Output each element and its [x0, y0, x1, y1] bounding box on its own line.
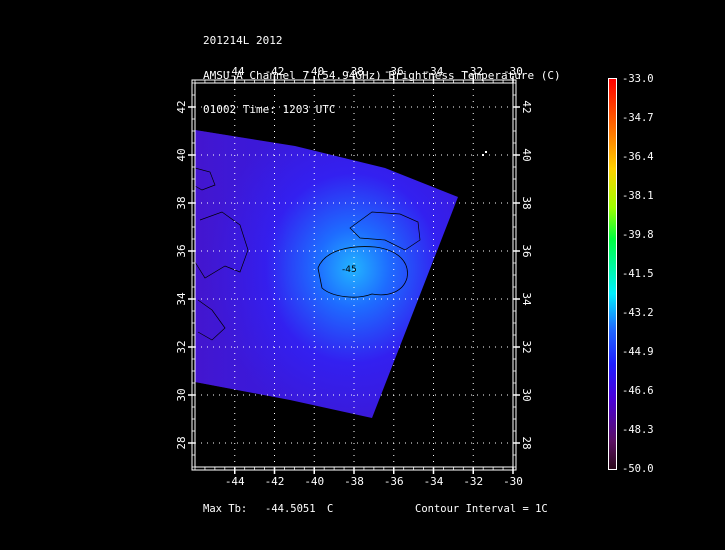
lat-tick-label-left: 32: [175, 340, 188, 353]
header-line-time: 01002 Time: 1203 UTC: [203, 103, 336, 116]
lon-tick-label-top: -42: [265, 65, 285, 78]
colorbar: [608, 78, 617, 470]
colorbar-tick-label: -41.5: [622, 268, 654, 280]
contour-line: [349, 211, 421, 251]
colorbar-tick-label: -50.0: [622, 463, 654, 475]
contour-line: [194, 167, 216, 191]
max-tb-label: Max Tb:: [203, 503, 248, 515]
header-line-date: 201214L 2012: [203, 34, 283, 47]
lon-tick-label-top: -38: [344, 65, 364, 78]
lat-tick-label-left: 28: [175, 436, 188, 449]
colorbar-tick-label: -34.7: [622, 112, 654, 124]
lon-tick-label-bottom: -34: [424, 475, 444, 488]
lon-tick-label-bottom: -32: [463, 475, 483, 488]
lon-tick-label-bottom: -38: [344, 475, 364, 488]
lat-tick-label-left: 42: [175, 100, 188, 113]
lat-tick-label-right: 38: [520, 196, 533, 209]
colorbar-tick-label: -39.8: [622, 229, 654, 241]
contour-interval: Contour Interval = 1C: [415, 503, 548, 515]
contour-line: [197, 299, 226, 341]
lat-tick-label-right: 30: [520, 388, 533, 401]
lon-tick-label-bottom: -42: [265, 475, 285, 488]
lon-tick-label-bottom: -40: [304, 475, 324, 488]
lat-tick-label-right: 42: [520, 100, 533, 113]
lat-tick-label-right: 34: [520, 292, 533, 306]
colorbar-tick-label: -38.1: [622, 190, 654, 202]
lon-tick-label-top: -34: [424, 65, 444, 78]
lon-tick-label-top: -40: [304, 65, 324, 78]
lat-tick-label-left: 34: [175, 292, 188, 306]
lat-tick-label-left: 36: [175, 244, 188, 257]
colorbar-tick-label: -44.9: [622, 346, 654, 358]
lon-tick-label-top: -30: [503, 65, 523, 78]
lon-tick-label-bottom: -36: [384, 475, 404, 488]
colorbar-tick-label: -48.3: [622, 424, 654, 436]
brightness-temperature-swath: -45: [194, 130, 458, 418]
lon-tick-label-bottom: -44: [225, 475, 245, 488]
lon-tick-label-top: -44: [225, 65, 245, 78]
max-tb-value: -44.5051: [265, 503, 316, 515]
colorbar-tick-label: -43.2: [622, 307, 654, 319]
lat-tick-label-left: 40: [175, 148, 188, 161]
land-marker: [482, 151, 487, 156]
contour-label: -45: [342, 265, 357, 275]
map-ticks: -44 -44 -42 -42 -40 -40 -38 -38 -36 -36 -34 -34 -32 -…: [175, 65, 533, 488]
header-line-product: AMSU-A Channel 7 (54.94GHz) Brightness T…: [203, 68, 561, 82]
lon-tick-label-top: -32: [463, 65, 483, 78]
lon-tick-label-bottom: -30: [503, 475, 523, 488]
colorbar-tick-label: -46.6: [622, 385, 654, 397]
lat-tick-label-right: 40: [520, 148, 533, 161]
max-tb-unit: C: [327, 503, 334, 515]
contour-line: [317, 246, 408, 298]
colorbar-tick-label: -33.0: [622, 73, 654, 85]
lat-tick-label-left: 30: [175, 388, 188, 401]
lat-tick-label-right: 32: [520, 340, 533, 353]
colorbar-tick-label: -36.4: [622, 151, 654, 163]
lat-tick-label-right: 28: [520, 436, 533, 449]
lon-tick-label-top: -36: [384, 65, 404, 78]
lat-tick-label-right: 36: [520, 244, 533, 257]
lat-tick-label-left: 38: [175, 196, 188, 209]
contour-line: [194, 211, 249, 279]
